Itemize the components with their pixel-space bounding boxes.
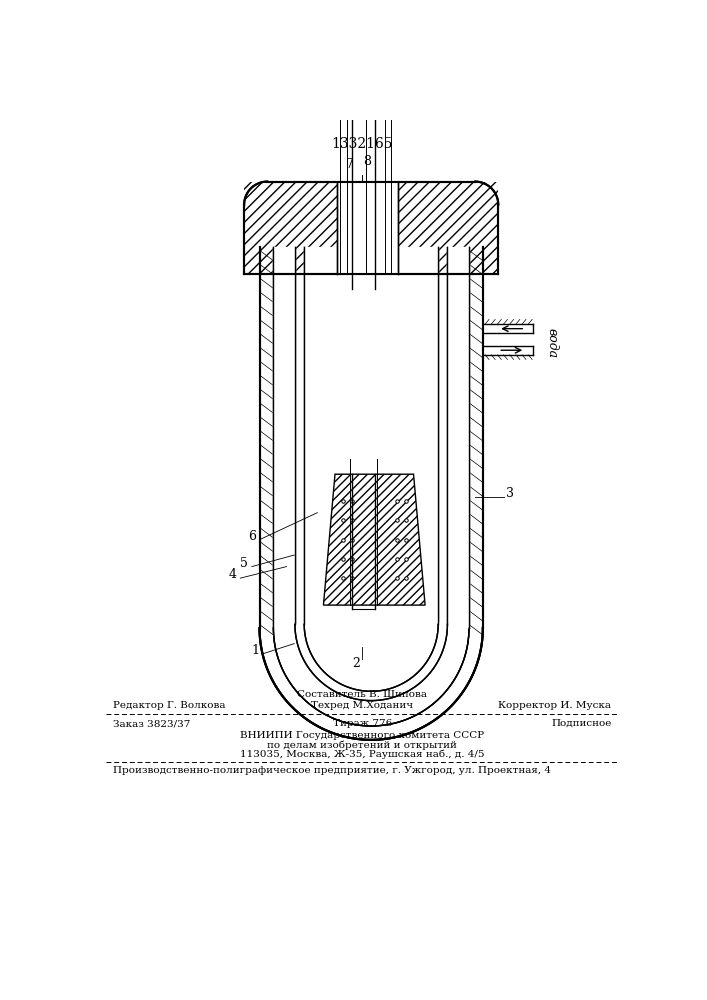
- Bar: [337, 182, 398, 274]
- Polygon shape: [324, 474, 425, 605]
- Text: по делам изобретений и открытий: по делам изобретений и открытий: [267, 741, 457, 750]
- Text: Заказ 3823/37: Заказ 3823/37: [113, 719, 191, 728]
- Text: 113035, Москва, Ж-35, Раушская наб., д. 4/5: 113035, Москва, Ж-35, Раушская наб., д. …: [240, 750, 484, 759]
- Polygon shape: [295, 624, 448, 701]
- Text: Техред М.Ходанич: Техред М.Ходанич: [311, 701, 414, 710]
- Bar: [244, 182, 337, 274]
- Text: 1332165: 1332165: [332, 137, 393, 151]
- Text: 5: 5: [240, 557, 248, 570]
- Polygon shape: [259, 628, 483, 740]
- Bar: [317, 459, 429, 474]
- Text: Производственно-полиграфическое предприятие, г. Ужгород, ул. Проектная, 4: Производственно-полиграфическое предприя…: [113, 766, 551, 775]
- Text: 1: 1: [252, 644, 259, 657]
- Text: 2: 2: [352, 657, 360, 670]
- Text: ВНИИПИ Государственного комитета СССР: ВНИИПИ Государственного комитета СССР: [240, 731, 484, 740]
- Text: Подписное: Подписное: [551, 719, 612, 728]
- Text: Корректор И. Муска: Корректор И. Муска: [498, 701, 612, 710]
- Text: вода: вода: [546, 328, 559, 358]
- Text: Редактор Г. Волкова: Редактор Г. Волкова: [113, 701, 226, 710]
- Bar: [351, 474, 377, 605]
- Text: 3: 3: [506, 487, 514, 500]
- Text: 4: 4: [228, 568, 237, 581]
- Bar: [398, 182, 498, 274]
- Bar: [317, 459, 429, 474]
- Bar: [351, 459, 377, 474]
- Text: Тираж 776: Тираж 776: [333, 719, 392, 728]
- FancyBboxPatch shape: [244, 182, 498, 274]
- Text: 7: 7: [346, 158, 354, 171]
- Text: Составитель В. Шипова: Составитель В. Шипова: [298, 690, 427, 699]
- Text: 8: 8: [363, 155, 371, 168]
- Text: 6: 6: [248, 530, 256, 543]
